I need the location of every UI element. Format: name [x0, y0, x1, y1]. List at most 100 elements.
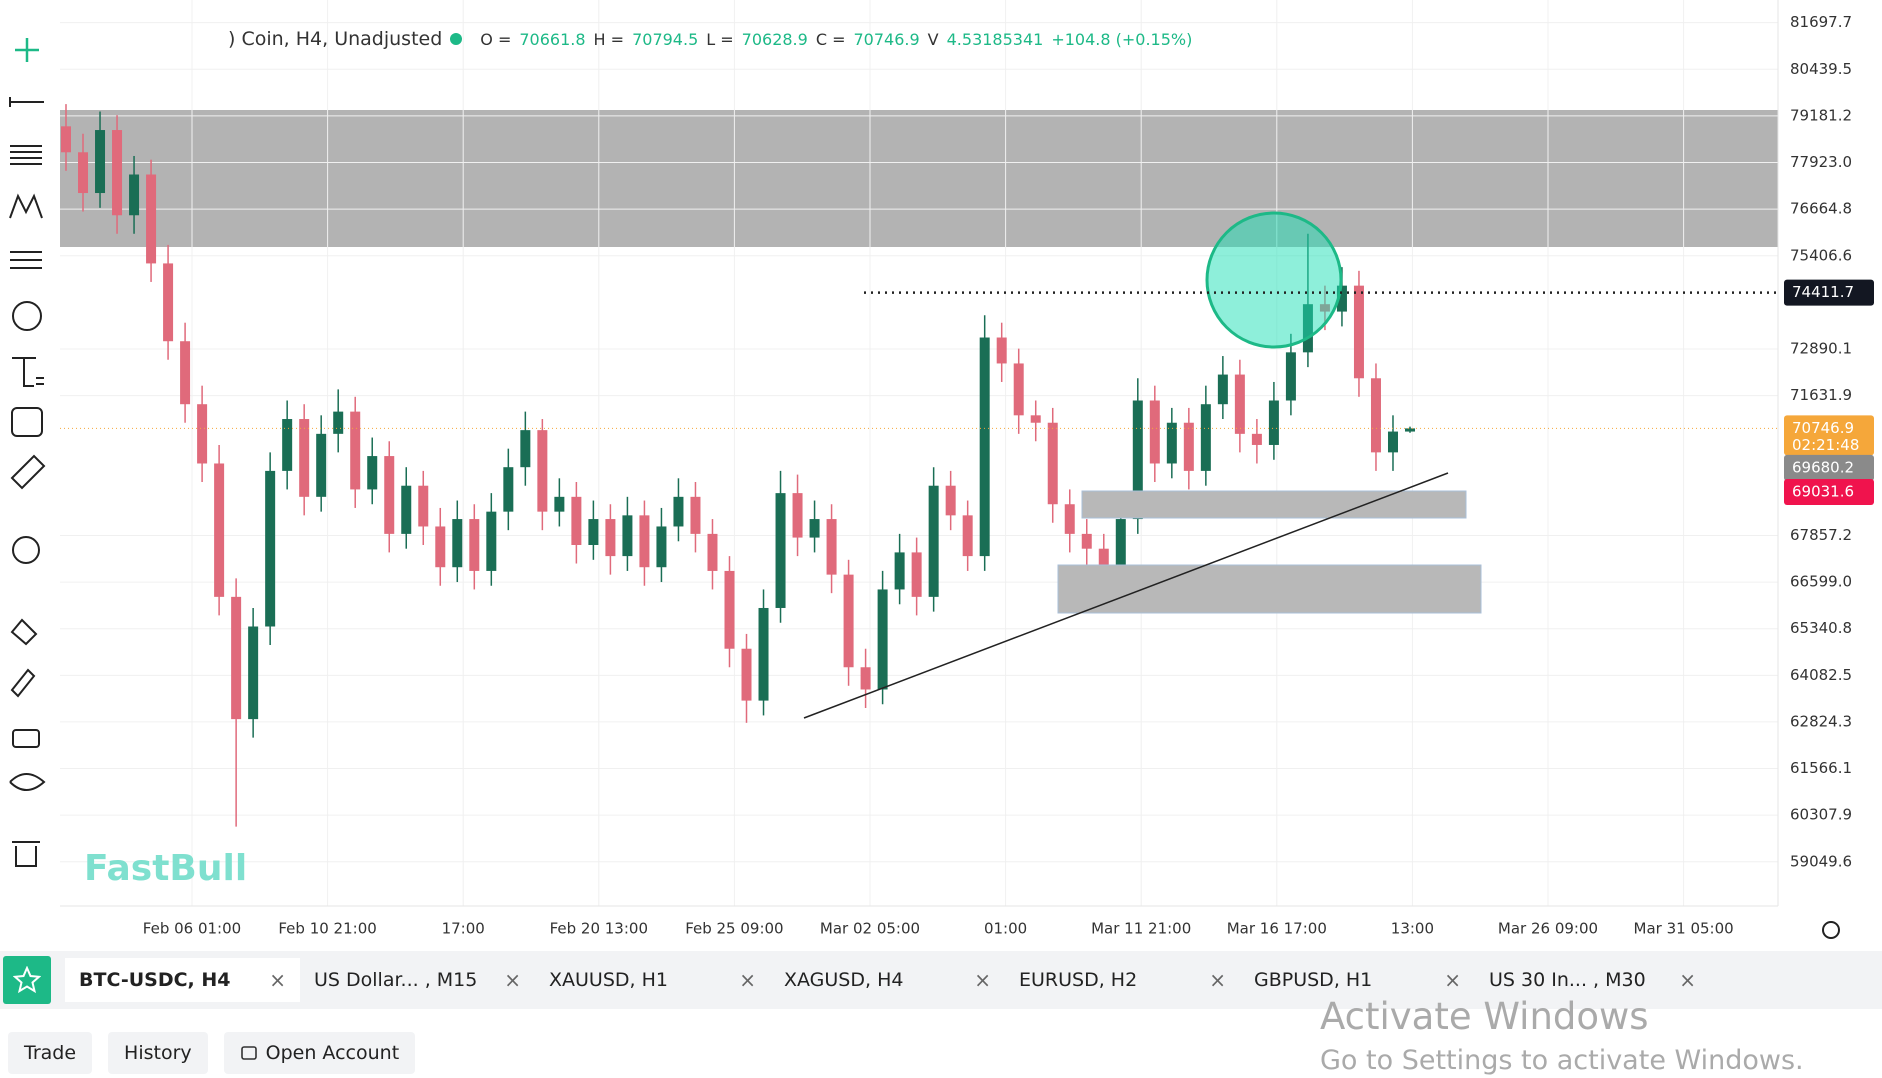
candle-body — [486, 511, 497, 571]
zoom-tool[interactable] — [12, 536, 40, 564]
demand-zone — [1081, 490, 1467, 519]
line-tool[interactable] — [9, 97, 44, 107]
candle-body — [316, 433, 327, 497]
ruler-tool[interactable] — [10, 454, 46, 490]
close-tab[interactable]: × — [504, 968, 521, 992]
candle-body — [1013, 363, 1024, 416]
candle-body — [61, 126, 71, 153]
candle-body — [962, 515, 973, 557]
candle-body — [911, 552, 922, 597]
candle-body — [1098, 548, 1109, 575]
tab-label: XAUUSD, H1 — [549, 969, 668, 991]
shape-tool[interactable] — [12, 301, 42, 331]
candle-body — [112, 130, 123, 216]
visibility-tool[interactable] — [9, 773, 46, 791]
settings-icon[interactable] — [1822, 921, 1840, 939]
y-tick-label: 72890.1 — [1790, 339, 1852, 357]
legend-header: ) Coin, H4, Unadjusted O = 70661.8 H = 707… — [228, 28, 1192, 50]
candle-body — [979, 337, 990, 557]
history-button[interactable]: History — [108, 1032, 208, 1074]
tab-label: XAGUSD, H4 — [784, 969, 904, 991]
candle-body — [894, 552, 905, 590]
change: +104.8 (+0.15%) — [1051, 29, 1193, 49]
symbol-tab[interactable]: XAGUSD, H4 × — [770, 958, 1005, 1002]
open-account-button[interactable]: Open Account — [223, 1032, 416, 1074]
symbol-tab[interactable]: BTC-USDC, H4 × — [65, 958, 300, 1002]
candle-body — [1064, 504, 1075, 534]
emoji-tool[interactable] — [11, 407, 43, 437]
watermark: Go to Settings to activate Windows. — [1320, 1045, 1804, 1076]
candle-body — [231, 596, 242, 720]
candle-body — [1353, 285, 1364, 379]
candle-body — [1370, 378, 1381, 453]
candle-body — [333, 411, 344, 434]
candle-body — [146, 174, 157, 264]
label: C = — [815, 29, 846, 49]
candle-body — [571, 496, 582, 545]
candle-body — [1132, 400, 1143, 520]
symbol-tab[interactable]: EURUSD, H2 × — [1005, 958, 1240, 1002]
favorites-button[interactable] — [3, 956, 51, 1004]
symbol-tab[interactable]: US Dollar... , M15 × — [300, 958, 535, 1002]
candle-body — [1115, 519, 1126, 575]
close-tab[interactable]: × — [1209, 968, 1226, 992]
add-icon[interactable] — [15, 38, 39, 62]
y-tick-label: 76664.8 — [1790, 200, 1852, 218]
close-tab[interactable]: × — [974, 968, 991, 992]
candle-body — [503, 467, 514, 512]
delete-tool[interactable] — [12, 841, 40, 867]
candle-body — [792, 493, 803, 538]
countdown-label: 02:21:48 — [1792, 436, 1859, 454]
candle-body — [180, 341, 191, 405]
magnet-tool[interactable] — [10, 618, 38, 646]
value: 70628.9 — [741, 29, 808, 49]
close-tab[interactable]: × — [1444, 968, 1461, 992]
toolbar — [9, 38, 1840, 939]
tab-bar: BTC-USDC, H4 × US Dollar... , M15 × XAUUSD, … — [0, 951, 1882, 1009]
symbol-tab[interactable]: US 30 In... , M30 × — [1475, 958, 1710, 1002]
price-label: 69680.2 — [1792, 458, 1854, 476]
candle-body — [214, 463, 225, 597]
x-tick-label: Mar 26 09:00 — [1498, 920, 1598, 938]
highlight-circle — [1205, 211, 1343, 349]
logo: FastBull — [84, 848, 248, 889]
pattern-tool[interactable] — [9, 193, 43, 219]
candle-body — [945, 485, 956, 516]
candle-body — [809, 519, 820, 538]
candle-body — [435, 526, 446, 568]
symbol-tab[interactable]: XAUUSD, H1 × — [535, 958, 770, 1002]
candle-body — [622, 515, 633, 557]
candle-body — [690, 496, 701, 534]
candle-body — [928, 485, 939, 597]
trend-line — [803, 472, 1449, 719]
y-tick-label: 62824.3 — [1790, 712, 1852, 730]
x-tick-label: 13:00 — [1391, 920, 1434, 938]
close-tab[interactable]: × — [739, 968, 756, 992]
tab-label: US Dollar... , M15 — [314, 969, 478, 991]
brush-tool[interactable] — [10, 668, 36, 698]
close-tab[interactable]: × — [269, 968, 286, 992]
y-tick-label: 66599.0 — [1790, 573, 1852, 591]
candle-body — [299, 419, 310, 497]
y-tick-label: 64082.5 — [1790, 666, 1852, 684]
price-label-box — [1784, 478, 1874, 505]
trade-button[interactable]: Trade — [8, 1032, 93, 1074]
lock-tool[interactable] — [12, 729, 40, 748]
candle-body — [537, 430, 548, 512]
value: 70661.8 — [519, 29, 586, 49]
x-tick-label: Feb 25 09:00 — [685, 920, 783, 938]
candle-body — [367, 456, 378, 490]
candle-body — [1217, 374, 1228, 405]
fib-tool[interactable] — [10, 251, 42, 269]
close-tab[interactable]: × — [1679, 968, 1696, 992]
y-tick-label: 67857.2 — [1790, 526, 1852, 544]
tab-label: EURUSD, H2 — [1019, 969, 1138, 991]
channel-tool[interactable] — [10, 145, 42, 165]
candle-body — [1285, 352, 1296, 401]
y-tick-label: 79181.2 — [1790, 106, 1852, 124]
bottom-bar: Trade History Open Account — [0, 1032, 416, 1074]
y-tick-label: 59049.6 — [1790, 852, 1852, 870]
text-tool[interactable] — [12, 357, 44, 387]
symbol-tab[interactable]: GBPUSD, H1 × — [1240, 958, 1475, 1002]
candle-body — [656, 526, 667, 568]
